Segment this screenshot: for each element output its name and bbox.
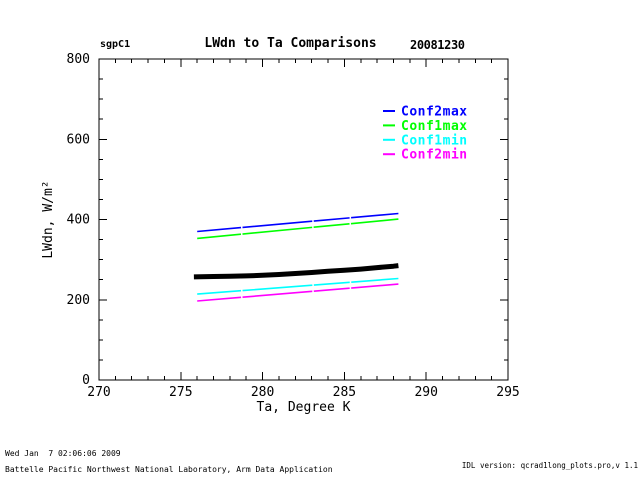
- plot-date: 20081230: [410, 38, 465, 52]
- y-axis-title: LWdn, W/m²: [41, 180, 56, 258]
- y-axis-tick-label: 800: [67, 52, 90, 67]
- x-axis-title: Ta, Degree K: [257, 400, 351, 415]
- y-axis-tick-label: 200: [67, 293, 90, 308]
- y-axis-tick-label: 600: [67, 132, 90, 147]
- creation-timestamp: Wed Jan 7 02:06:06 2009: [5, 449, 121, 458]
- legend-label-conf2max: Conf2max: [401, 105, 468, 120]
- organization-credit: Battelle Pacific Northwest National Labo…: [5, 465, 333, 474]
- legend-label-conf1max: Conf1max: [401, 119, 468, 134]
- series-line-conf2max: [197, 212, 399, 233]
- legend-label-conf2min: Conf2min: [401, 148, 468, 163]
- plot-title: LWdn to Ta Comparisons: [204, 36, 377, 51]
- legend-label-conf1min: Conf1min: [401, 133, 468, 148]
- x-axis-tick-label: 280: [251, 385, 274, 400]
- series-line-conf1min: [197, 277, 399, 295]
- series-line-conf2min: [197, 283, 399, 302]
- x-axis-tick-label: 275: [169, 385, 192, 400]
- x-axis-tick-label: 295: [496, 385, 519, 400]
- idl-version-line: IDL version: qcrad1long_plots.pro,v 1.1: [461, 461, 638, 470]
- x-axis-tick-label: 270: [87, 385, 110, 400]
- series-line-conf1max: [197, 218, 399, 240]
- site-label: sgpC1: [100, 39, 131, 50]
- x-axis-tick-label: 290: [414, 385, 437, 400]
- y-axis-tick-label: 0: [82, 373, 90, 388]
- series-line-observations: [193, 263, 399, 280]
- x-axis-tick-label: 285: [333, 385, 356, 400]
- y-axis-tick-label: 400: [67, 213, 90, 228]
- version-info: IDL version: qcrad1long_plots.pro,v 1.1 …: [403, 446, 638, 480]
